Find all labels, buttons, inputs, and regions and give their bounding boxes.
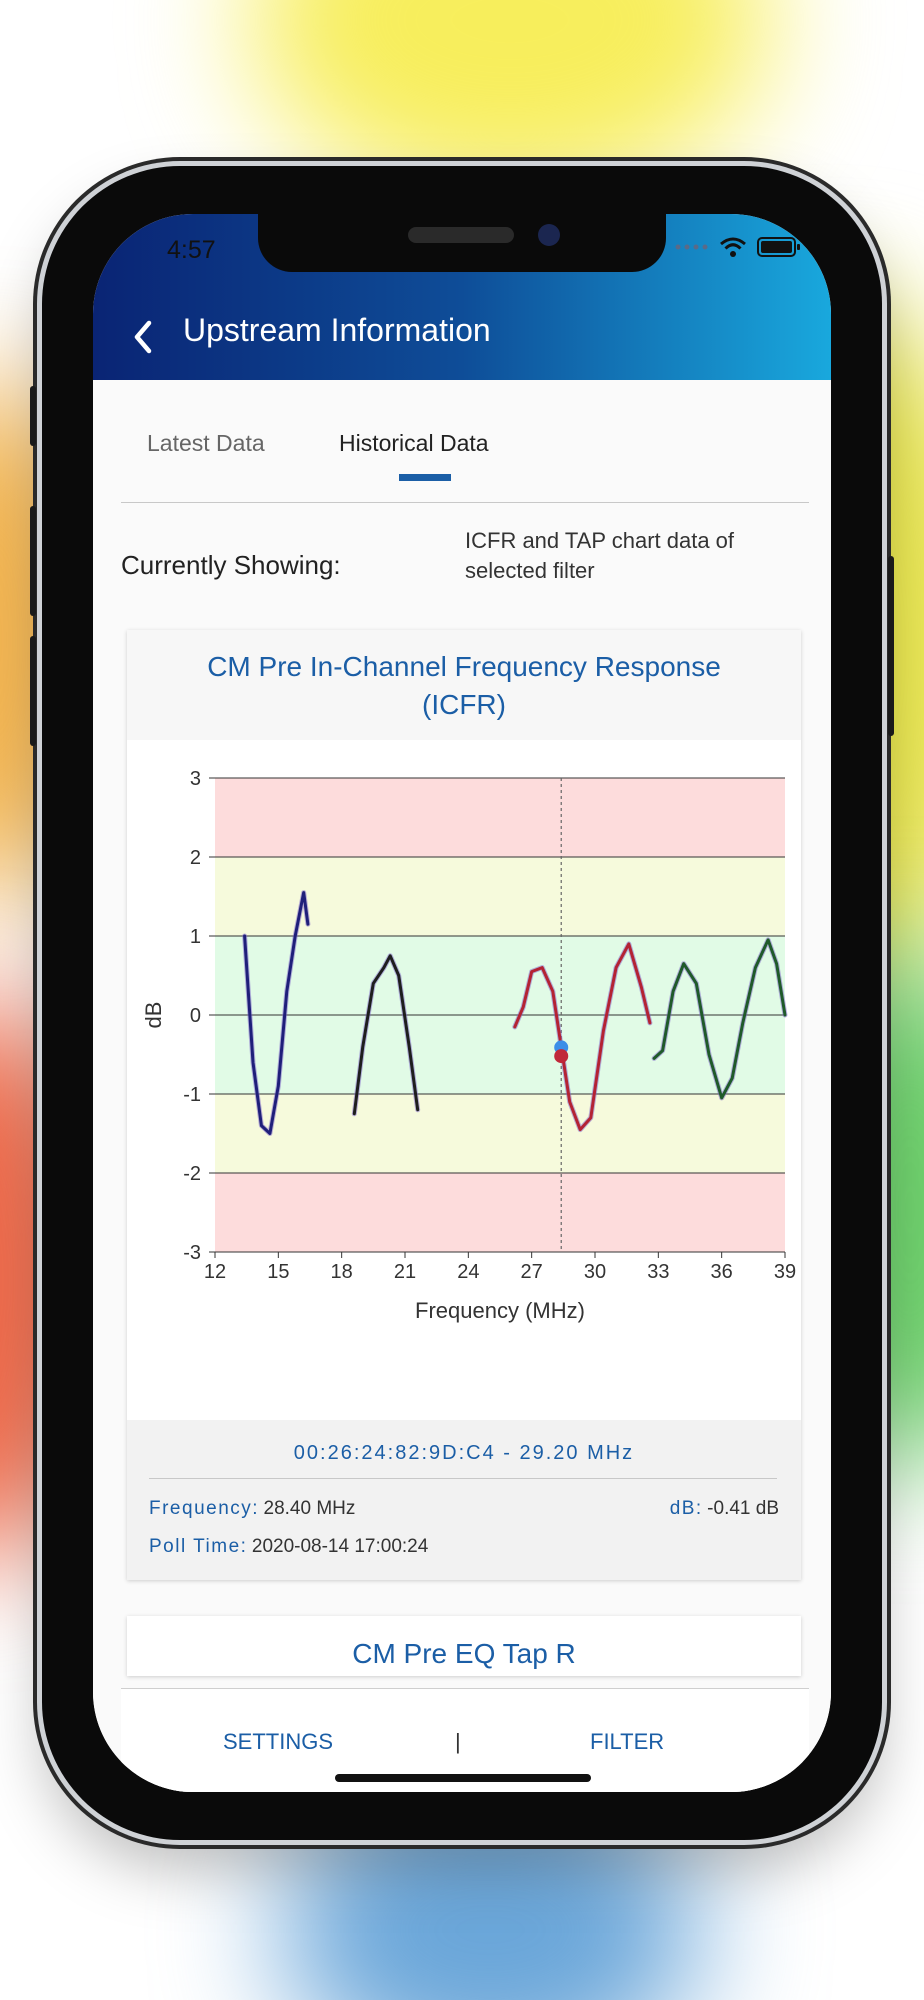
chart-band [215, 778, 785, 857]
y-tick-label: -2 [183, 1163, 201, 1185]
x-tick-label: 33 [647, 1261, 669, 1283]
selection-details: 00:26:24:82:9D:C4 - 29.20 MHz Frequency:… [127, 1420, 801, 1580]
series-line [513, 942, 652, 1132]
speaker-grille [408, 227, 514, 243]
front-camera [538, 224, 560, 246]
series-line [243, 891, 310, 1135]
phone-screen: 4:57 [93, 214, 831, 1792]
db-readout: dB: -0.41 dB [670, 1498, 779, 1520]
y-tick-label: 1 [190, 926, 201, 948]
tab-latest-data[interactable]: Latest Data [147, 430, 265, 456]
frequency-value: 28.40 MHz [263, 1498, 356, 1519]
db-label: dB: [669, 1498, 703, 1519]
x-tick-label: 15 [267, 1261, 289, 1283]
divider [149, 1478, 777, 1479]
phone-frame: 4:57 [30, 166, 894, 1840]
power-button [888, 556, 894, 736]
content-area: Latest Data Historical Data Currently Sh… [93, 380, 831, 1792]
y-tick-label: 2 [190, 847, 201, 869]
chart-band [215, 1094, 785, 1173]
card-title-line: CM Pre In-Channel Frequency Response [207, 651, 721, 682]
x-tick-label: 21 [394, 1261, 416, 1283]
y-tick-label: 0 [190, 1005, 201, 1027]
currently-showing-text: ICFR and TAP chart data of selected filt… [465, 526, 785, 586]
series-line [652, 938, 787, 1100]
wifi-icon [720, 237, 746, 257]
showing-text-line: ICFR and TAP chart data of [465, 528, 735, 553]
y-axis-label: dB [141, 1002, 166, 1029]
volume-up-button [30, 506, 36, 616]
bottom-separator: | [455, 1729, 461, 1754]
x-axis-label: Frequency (MHz) [415, 1298, 585, 1323]
page-title: Upstream Information [183, 312, 491, 348]
currently-showing-label: Currently Showing: [121, 550, 341, 580]
settings-button[interactable]: SETTINGS [223, 1729, 334, 1754]
signal-icon [675, 244, 708, 250]
status-icons [675, 236, 801, 258]
filter-button[interactable]: FILTER [590, 1729, 665, 1754]
series-line [352, 954, 420, 1116]
poll-time-readout: Poll Time: 2020-08-14 17:00:24 [149, 1536, 428, 1558]
y-tick-label: 3 [190, 768, 201, 790]
x-tick-label: 27 [521, 1261, 543, 1283]
card-title: CM Pre In-Channel Frequency Response (IC… [127, 648, 801, 724]
y-tick-label: -3 [183, 1242, 201, 1264]
card-header: CM Pre In-Channel Frequency Response (IC… [127, 630, 801, 740]
active-tab-indicator [399, 474, 451, 481]
x-tick-label: 24 [457, 1261, 479, 1283]
tap-card-title: CM Pre EQ Tap R [352, 1638, 576, 1669]
home-indicator[interactable] [335, 1774, 591, 1782]
y-tick-label: -1 [183, 1084, 201, 1106]
frequency-label: Frequency: [149, 1498, 260, 1519]
app-header: 4:57 [93, 214, 831, 380]
x-tick-label: 39 [774, 1261, 796, 1283]
volume-down-button [30, 636, 36, 746]
x-tick-label: 36 [711, 1261, 733, 1283]
tap-card: CM Pre EQ Tap R [127, 1616, 801, 1676]
notch [258, 214, 666, 272]
mac-frequency-label: 00:26:24:82:9D:C4 - 29.20 MHz [293, 1442, 635, 1464]
status-time: 4:57 [167, 236, 216, 264]
showing-text-line: selected filter [465, 558, 595, 583]
poll-time-value: 2020-08-14 17:00:24 [251, 1536, 429, 1557]
card-title-line: (ICFR) [422, 689, 506, 720]
icfr-card: CM Pre In-Channel Frequency Response (IC… [127, 630, 801, 1580]
x-tick-label: 12 [204, 1261, 226, 1283]
divider [121, 502, 809, 503]
poll-time-label: Poll Time: [149, 1536, 248, 1557]
db-value: -0.41 dB [707, 1498, 779, 1519]
chart-band [215, 1173, 785, 1252]
chevron-left-icon[interactable] [127, 317, 161, 357]
tab-historical-data[interactable]: Historical Data [339, 430, 489, 456]
selected-point [554, 1049, 569, 1064]
frequency-readout: Frequency: 28.40 MHz [149, 1498, 355, 1520]
x-tick-label: 30 [584, 1261, 606, 1283]
battery-icon [757, 237, 800, 257]
mute-switch [30, 386, 36, 446]
x-tick-label: 18 [331, 1261, 353, 1283]
